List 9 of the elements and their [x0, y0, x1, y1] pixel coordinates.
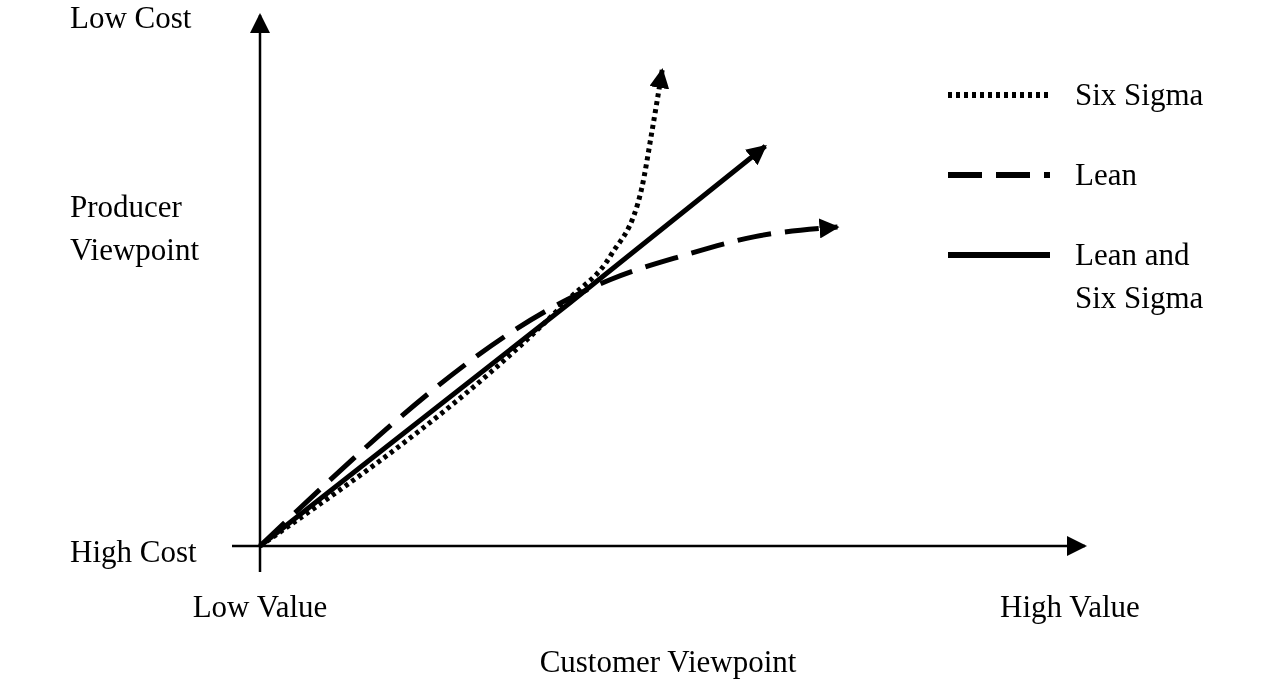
text: Low Cost — [70, 0, 192, 35]
legend-label: Lean — [1075, 157, 1138, 192]
x-axis-title: Customer Viewpoint — [539, 644, 797, 679]
legend-label: Six Sigma — [1075, 77, 1204, 112]
text: High Cost — [70, 534, 197, 569]
text: Low Value — [192, 589, 328, 624]
y-axis-title: Producer Viewpoint — [70, 189, 200, 268]
text: High Value — [1000, 589, 1140, 624]
legend-label: Lean and Six Sigma — [1075, 237, 1204, 316]
